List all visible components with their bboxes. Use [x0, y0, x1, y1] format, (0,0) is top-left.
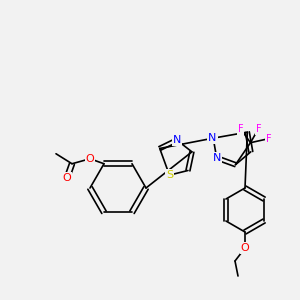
Text: N: N	[173, 135, 181, 145]
Text: F: F	[238, 124, 243, 134]
Text: O: O	[63, 173, 71, 183]
Text: O: O	[85, 154, 94, 164]
Text: O: O	[241, 243, 249, 253]
Text: F: F	[256, 124, 261, 134]
Text: F: F	[266, 134, 271, 144]
Text: N: N	[208, 133, 216, 143]
Text: S: S	[166, 170, 173, 180]
Text: N: N	[212, 153, 221, 163]
